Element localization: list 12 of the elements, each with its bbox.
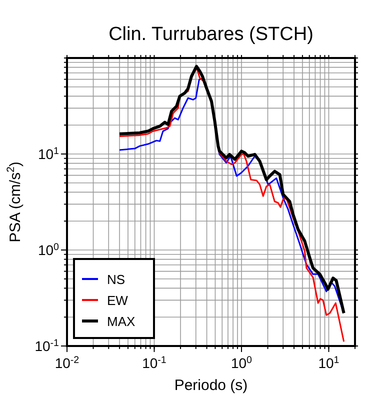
- y-tick-label: 10$^{1}$: [38, 146, 59, 162]
- x-tick-label: 10$^{-2}$: [54, 354, 80, 371]
- legend-label: MAX: [107, 314, 136, 329]
- x-axis-title: Periodo (s): [174, 377, 248, 394]
- x-tick-label: 10$^{1}$: [318, 354, 340, 371]
- y-tick-label: 10$^{-1}$: [34, 338, 59, 354]
- legend-label: EW: [107, 293, 129, 308]
- x-tick-label: 10$^{0}$: [230, 354, 253, 371]
- chart-title: Clin. Turrubares (STCH): [108, 24, 314, 45]
- x-tick-label: 10$^{-1}$: [142, 354, 166, 371]
- legend-label: NS: [107, 272, 126, 287]
- y-tick-label: 10$^{0}$: [38, 242, 60, 258]
